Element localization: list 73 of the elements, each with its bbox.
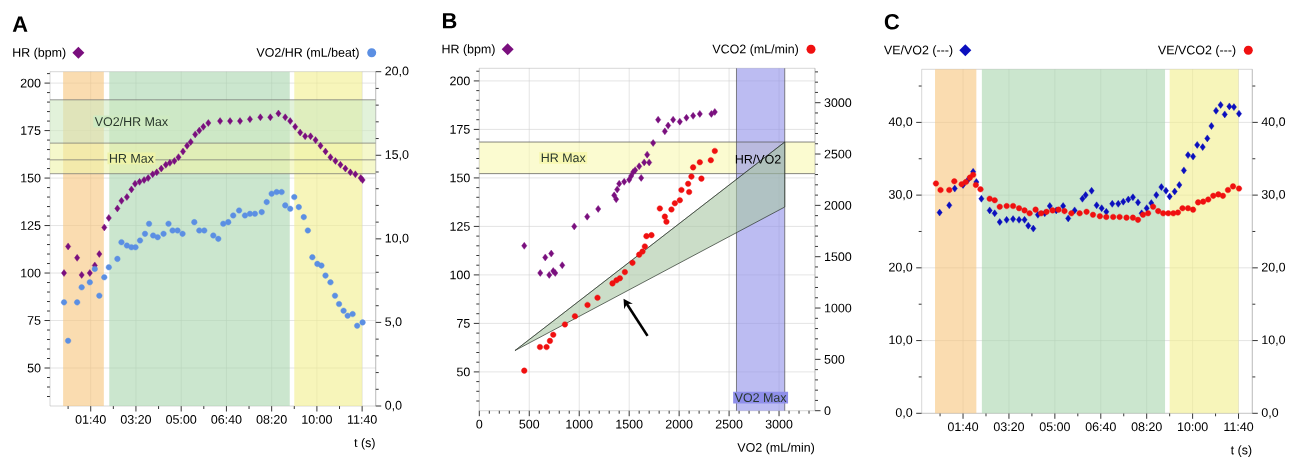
y2-tick-label: 0,0 [1261,408,1279,419]
x-tick-label: 10:00 [302,415,332,424]
y-tick-label: 200 [20,78,41,88]
y-tick-label: 40,0 [888,117,913,128]
y-tick-label: 175 [450,125,470,134]
legend-label: VCO2 (mL/min) [712,44,799,56]
y2-tick-label: 15,0 [385,150,409,161]
legend-label: HR (bpm) [442,44,495,56]
x-axis-title: VO2 (mL/min) [737,442,815,455]
legend-label: VE/VO2 (---) [883,45,953,57]
y-tick-label: 75 [457,319,470,328]
band-label: VO2 Max [734,393,787,402]
x-tick-label: 1000 [566,419,593,429]
x-tick-label: 03:20 [120,415,152,424]
y2-tick-label: 40,0 [1261,117,1286,128]
y2-tick-label: 2500 [824,149,852,159]
x-tick-label: 11:40 [347,415,377,424]
y2-tick-label: 10,0 [1262,335,1286,346]
y-tick-label: 150 [21,173,41,183]
y2-tick-label: 30,0 [1261,189,1286,201]
x-axis-title: t (s) [1230,445,1252,457]
y2-tick-label: 10,0 [385,233,409,244]
x-tick-label: 05:00 [166,415,197,424]
x-tick-label: 1500 [616,419,643,429]
x-tick-label: 2000 [665,419,693,429]
x-tick-label: 500 [519,419,540,429]
y-tick-label: 100 [450,270,470,280]
y2-tick-label: 1000 [824,303,852,313]
y-tick-label: 20,0 [889,262,913,273]
x-tick-label: 03:20 [993,422,1025,432]
y-tick-label: 125 [21,221,41,230]
x-tick-label: 01:40 [75,415,106,424]
chart-title: A [12,16,28,32]
y-tick-label: 75 [27,316,41,325]
y2-tick-label: 3000 [824,98,852,108]
y-tick-label: 50 [27,363,41,373]
y-tick-label: 0,0 [895,408,913,419]
x-tick-label: 3000 [765,419,793,429]
y2-tick-label: 20,0 [1261,262,1286,273]
y-tick-label: 50 [456,367,470,377]
x-tick-label: 10:00 [1177,422,1208,432]
chart-title: B [442,13,457,29]
y-tick-label: 200 [450,76,470,86]
x-tick-label: 06:40 [211,415,242,424]
legend-label: VO2/HR (mL/beat) [256,47,359,60]
x-tick-label: 01:40 [947,422,979,432]
x-tick-label: 06:40 [1085,422,1116,432]
y-tick-label: 175 [21,126,41,135]
band-label: HR Max [541,153,586,163]
y-tick-label: 100 [21,268,41,278]
x-tick-label: 11:40 [1224,422,1254,432]
y2-tick-label: 500 [824,354,845,364]
x-tick-label: 05:00 [1039,422,1070,432]
y2-tick-label: 20,0 [385,66,409,77]
chart-title: C [884,13,900,30]
y2-tick-label: 1500 [824,252,852,262]
y-tick-label: 30,0 [888,189,913,201]
y-tick-label: 10,0 [889,335,913,346]
legend-label: HR (bpm) [13,47,66,60]
band-label: HR Max [109,154,154,163]
x-tick-label: 0 [476,419,483,429]
band-label: VO2/HR Max [94,116,168,127]
y2-tick-label: 5,0 [385,317,402,328]
x-tick-label: 2500 [715,419,743,429]
y2-tick-label: 2000 [824,200,852,210]
y-tick-label: 125 [450,222,470,231]
y2-tick-label: 0 [824,406,831,416]
legend-label: VE/VCO2 (---) [1157,45,1236,57]
x-axis-title: t (s) [354,437,375,450]
y-tick-label: 150 [450,173,470,183]
x-tick-label: 08:20 [256,415,287,424]
y2-tick-label: 0,0 [385,400,402,412]
x-tick-label: 08:20 [1131,422,1162,432]
